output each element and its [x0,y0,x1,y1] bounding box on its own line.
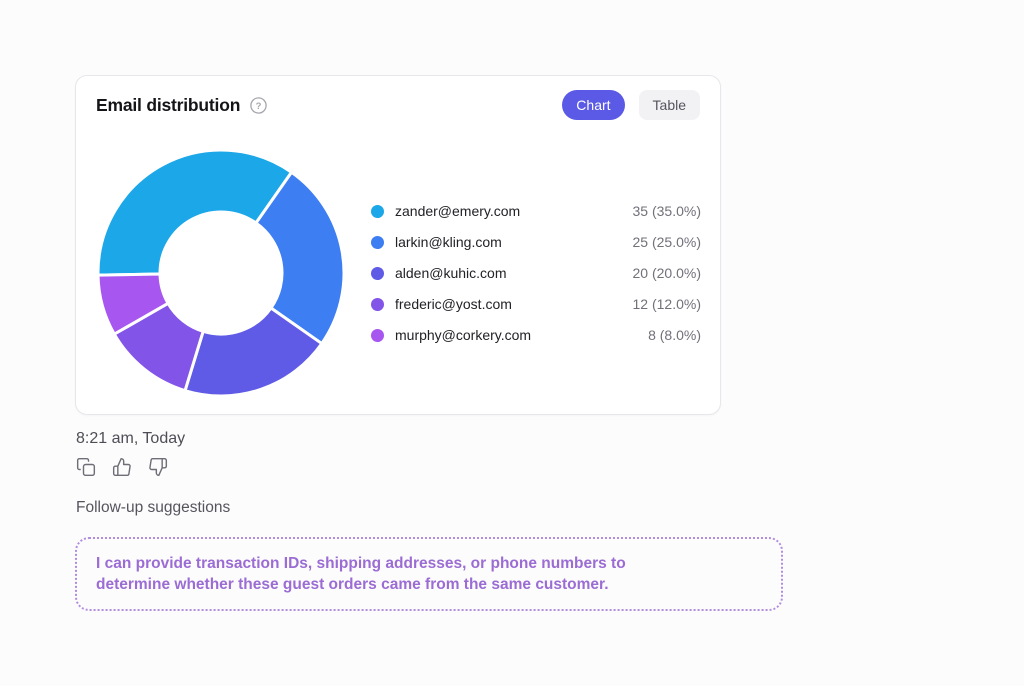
email-distribution-card: Email distribution ? Chart Table zander@… [75,75,721,415]
legend-dot [371,297,384,311]
card-header: Email distribution ? Chart Table [76,76,720,134]
thumbs-down-button[interactable] [145,454,170,479]
card-title: Email distribution [96,94,241,115]
legend-item-1[interactable]: larkin@kling.com 25 (25.0%) [371,230,701,254]
message-timestamp: 8:21 am, Today [76,430,186,447]
legend-dot [371,204,384,218]
tab-table[interactable]: Table [638,90,700,120]
message-actions [73,454,170,479]
legend-dot [371,266,384,280]
followup-suggestion-button[interactable]: I can provide transaction IDs, shipping … [75,537,783,611]
legend-item-0[interactable]: zander@emery.com 35 (35.0%) [371,199,701,223]
legend-label: larkin@kling.com [395,234,502,250]
thumbs-up-button[interactable] [109,454,134,479]
legend-item-3[interactable]: frederic@yost.com 12 (12.0%) [371,292,701,316]
legend-value: 8 (8.0%) [648,327,701,343]
followup-label: Follow-up suggestions [76,499,231,516]
help-icon[interactable]: ? [250,96,267,114]
svg-text:?: ? [256,100,262,111]
legend-label: zander@emery.com [395,203,521,219]
legend-label: frederic@yost.com [395,296,512,312]
thumbs-up-icon [112,457,132,477]
legend-label: murphy@corkery.com [395,327,532,343]
donut-chart[interactable] [96,148,346,398]
donut-segment-0[interactable] [96,148,294,277]
thumbs-down-icon [148,457,168,477]
legend-dot [371,328,384,342]
donut-segment-2[interactable] [183,306,324,398]
chart-legend: zander@emery.com 35 (35.0%) larkin@kling.c… [371,199,701,347]
legend-value: 25 (25.0%) [632,234,701,250]
legend-value: 20 (20.0%) [632,265,701,281]
view-toggle: Chart Table [562,90,700,120]
legend-item-2[interactable]: alden@kuhic.com 20 (20.0%) [371,261,701,285]
suggestion-text: I can provide transaction IDs, shipping … [96,555,626,593]
donut-segment-4[interactable] [96,272,170,336]
legend-dot [371,235,384,249]
copy-icon [76,457,96,477]
donut-segment-1[interactable] [254,170,346,346]
legend-value: 12 (12.0%) [632,296,701,312]
legend-item-4[interactable]: murphy@corkery.com 8 (8.0%) [371,323,701,347]
tab-chart[interactable]: Chart [562,90,625,120]
legend-value: 35 (35.0%) [632,203,701,219]
legend-label: alden@kuhic.com [395,265,507,281]
copy-button[interactable] [73,454,98,479]
